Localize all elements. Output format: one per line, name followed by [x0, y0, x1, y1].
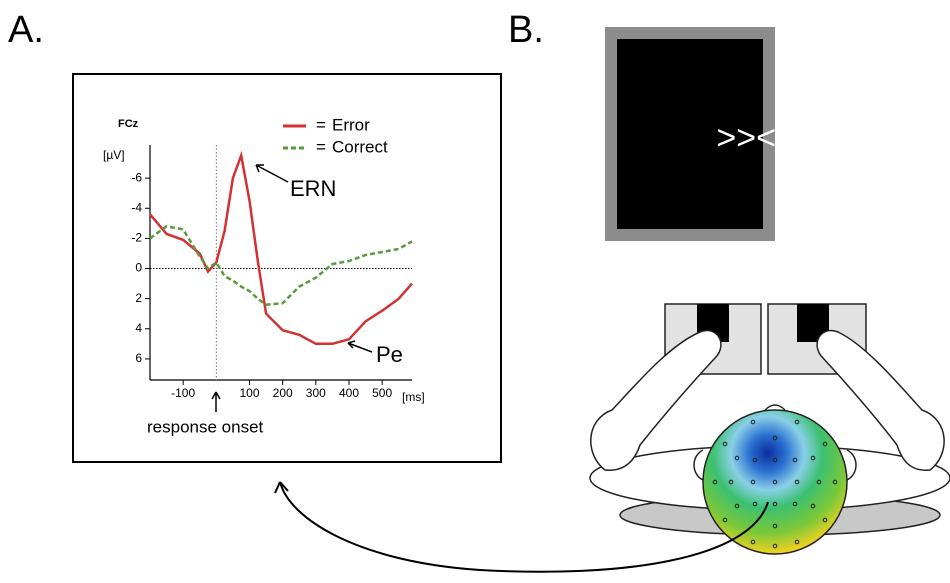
x-tick-label: 100	[239, 386, 259, 400]
panel-label: B.	[508, 9, 544, 51]
figure: A. B. FCz [µV] [ms] ERN Pe response onse…	[0, 0, 950, 578]
x-axis-label: [ms]	[402, 390, 425, 404]
annotation: ERN	[290, 176, 336, 201]
y-tick-label: 4	[135, 321, 142, 335]
x-tick-label: -100	[171, 386, 195, 400]
stimulus: >><>>	[716, 119, 815, 157]
x-tick-label: 400	[339, 386, 359, 400]
chart-title: FCz	[118, 118, 139, 130]
y-tick-label: 2	[135, 291, 142, 305]
x-tick-label: 200	[273, 386, 293, 400]
y-tick-label: -6	[131, 170, 142, 184]
legend-separator: =	[316, 115, 326, 134]
annotation: response onset	[147, 417, 264, 436]
scalp-topography	[703, 410, 847, 554]
y-tick-label: 0	[135, 261, 142, 275]
y-tick-label: 6	[135, 351, 142, 365]
y-axis-label: [µV]	[103, 148, 125, 162]
annotation: Pe	[376, 342, 403, 367]
y-tick-label: -2	[131, 231, 142, 245]
legend-separator: =	[316, 137, 326, 156]
x-tick-label: 300	[306, 386, 326, 400]
legend-label: Error	[332, 115, 370, 134]
panel-label: A.	[8, 9, 44, 51]
y-tick-label: -4	[131, 200, 142, 214]
legend-label: Correct	[332, 137, 388, 156]
x-tick-label: 500	[372, 386, 392, 400]
